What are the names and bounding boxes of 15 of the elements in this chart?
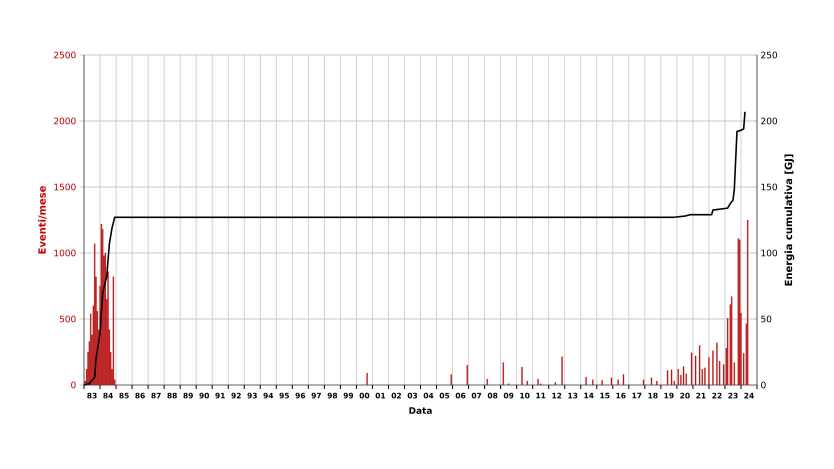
- y2-tick-label: 250: [761, 52, 778, 58]
- y2-axis-title: Energia cumulativa [GJ]: [784, 154, 794, 286]
- y2-tick-label: 0: [761, 382, 766, 388]
- y-tick-label: 2500: [54, 52, 76, 58]
- y-tick-label: 500: [60, 316, 76, 322]
- x-axis-title: Data: [409, 407, 432, 414]
- y2-tick-label: 150: [762, 184, 778, 190]
- y-tick-label: 1500: [54, 184, 76, 190]
- y-axis-title: Eventi/mese: [38, 186, 47, 254]
- y-tick-label: 0: [71, 382, 76, 388]
- y-tick-label: 2000: [54, 118, 76, 124]
- y2-tick-label: 50: [761, 316, 772, 322]
- y-tick-label: 1000: [54, 250, 76, 256]
- y2-tick-label: 100: [762, 250, 778, 256]
- y2-tick-label: 200: [761, 118, 778, 124]
